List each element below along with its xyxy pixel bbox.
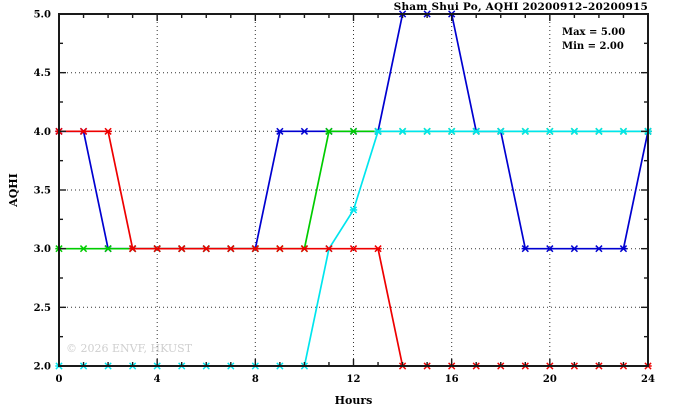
watermark: © 2026 ENVF, HKUST bbox=[66, 342, 193, 355]
y-axis-title: AQHI bbox=[7, 173, 20, 208]
grid-vertical bbox=[156, 14, 551, 366]
data-point-marker bbox=[178, 245, 186, 253]
y-tick-label: 5.0 bbox=[34, 10, 51, 21]
data-point-marker bbox=[447, 127, 456, 135]
x-tick-label: 24 bbox=[641, 374, 655, 385]
data-point-marker bbox=[276, 127, 284, 135]
page-title: Sham Shui Po, AQHI 20200912–20200915 bbox=[393, 1, 648, 13]
stats-legend: Max = 5.00 Min = 2.00 bbox=[562, 27, 625, 52]
data-point-marker bbox=[546, 245, 554, 253]
x-axis-title: Hours bbox=[335, 394, 373, 407]
x-tick-label: 0 bbox=[56, 374, 63, 385]
data-point-marker bbox=[423, 127, 431, 135]
x-tick-label: 4 bbox=[154, 374, 161, 385]
data-point-marker bbox=[104, 127, 112, 135]
data-point-marker bbox=[619, 245, 628, 253]
y-tick-label: 4.5 bbox=[34, 68, 51, 79]
y-tick-label: 3.5 bbox=[34, 186, 51, 197]
y-tick-label: 3.0 bbox=[34, 244, 51, 255]
data-point-marker bbox=[521, 127, 529, 135]
data-point-marker bbox=[202, 245, 210, 253]
data-point-marker bbox=[374, 127, 382, 135]
data-point-marker bbox=[619, 127, 628, 135]
data-point-marker bbox=[349, 206, 358, 214]
data-point-marker bbox=[349, 127, 358, 135]
y-tick-label: 4.0 bbox=[34, 127, 51, 138]
x-tick-label: 12 bbox=[347, 374, 361, 385]
data-point-marker bbox=[546, 127, 554, 135]
data-point-marker bbox=[472, 127, 480, 135]
data-point-marker bbox=[227, 245, 235, 253]
data-point-marker bbox=[251, 245, 260, 253]
data-point-marker bbox=[570, 127, 579, 135]
y-tick-label: 2.0 bbox=[34, 362, 51, 373]
data-point-marker bbox=[276, 245, 284, 253]
data-point-marker bbox=[300, 127, 309, 135]
data-point-marker bbox=[595, 127, 603, 135]
data-point-marker bbox=[521, 245, 529, 253]
data-point-marker bbox=[374, 245, 382, 253]
min-label: Min = 2.00 bbox=[562, 41, 624, 52]
data-point-marker bbox=[595, 245, 603, 253]
data-point-marker bbox=[325, 245, 333, 253]
data-point-marker bbox=[497, 127, 505, 135]
data-point-marker bbox=[398, 127, 407, 135]
data-point-marker bbox=[153, 245, 161, 253]
y-tick-label: 2.5 bbox=[34, 303, 51, 314]
max-label: Max = 5.00 bbox=[562, 27, 625, 38]
data-point-marker bbox=[349, 245, 358, 253]
x-tick-label: 8 bbox=[252, 374, 259, 385]
data-point-marker bbox=[79, 245, 88, 253]
data-point-marker bbox=[325, 127, 333, 135]
x-tick-label: 20 bbox=[543, 374, 557, 385]
x-tick-label: 16 bbox=[445, 374, 459, 385]
data-point-marker bbox=[79, 127, 88, 135]
axis-ticks: 0 4 8 12 16 20 24 2.0 2.5 3.0 3.5 4.0 4.5 5.0 bbox=[34, 10, 655, 386]
data-point-marker bbox=[300, 245, 309, 253]
data-point-marker bbox=[570, 245, 579, 253]
data-point-marker bbox=[104, 245, 112, 253]
data-point-marker bbox=[128, 245, 137, 253]
